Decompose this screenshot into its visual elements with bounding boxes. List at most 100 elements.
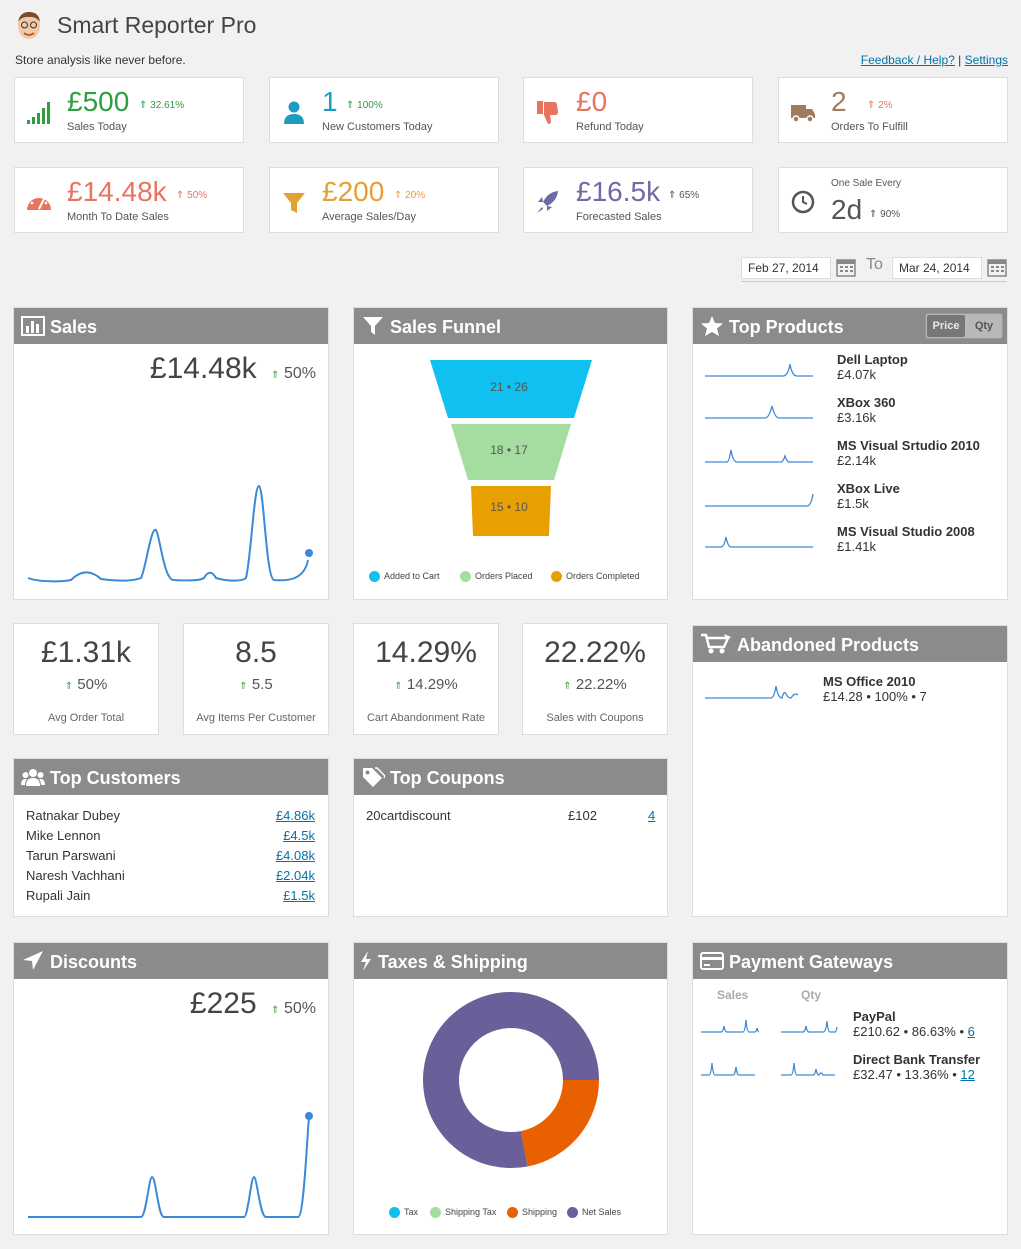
filter-icon [283, 193, 305, 213]
cart-icon [701, 633, 731, 654]
kpi-label: New Customers Today [322, 121, 433, 133]
abandoned-detail: £14.28 • 100% • 7 [823, 689, 927, 704]
gateway-item: Direct Bank Transfer £32.47 • 13.36% • 1… [853, 1052, 980, 1082]
credit-card-icon [700, 952, 724, 970]
funnel-chart [430, 360, 592, 536]
coupon-count-link[interactable]: 4 [648, 808, 656, 823]
customer-value-link[interactable]: £2.04k [275, 868, 315, 883]
toggle-price-button[interactable]: Price [927, 315, 965, 337]
funnel-legend-item: Added to Cart [369, 571, 440, 583]
filter-icon [363, 317, 383, 335]
settings-link[interactable]: Settings [964, 53, 1008, 67]
kpi-change: ⇑ 90% [869, 209, 901, 220]
product-value: £2.14k [837, 453, 877, 468]
price-qty-toggle: Price Qty [925, 313, 1003, 339]
panel-title: Sales Funnel [390, 317, 502, 337]
kpi-value: £14.48k [67, 176, 167, 207]
stat-avg-order-total: £1.31k ⇑ 50% Avg Order Total [13, 623, 159, 735]
customer-name: Naresh Vachhani [26, 868, 125, 883]
kpi-change: ⇑ 2% [867, 100, 893, 111]
kpi-label: Forecasted Sales [576, 211, 662, 223]
customer-value-link[interactable]: £4.86k [275, 808, 315, 823]
bolt-icon [361, 951, 371, 971]
panel-title: Abandoned Products [737, 635, 920, 655]
date-divider [741, 281, 1007, 282]
product-value: £1.5k [837, 496, 869, 511]
stat-change: ⇑ 22.22% [563, 676, 627, 693]
stat-change: ⇑ 5.5 [239, 676, 273, 693]
kpi-label: Sales Today [67, 121, 127, 133]
customer-value-link[interactable]: £4.08k [275, 848, 315, 863]
sales-panel: Sales £14.48k ⇑ 50% [13, 307, 329, 600]
kpi-sale-frequency: One Sale Every 2d ⇑ 90% [778, 167, 1008, 233]
kpi-month-to-date: £14.48k ⇑ 50% Month To Date Sales [14, 167, 244, 233]
customer-name: Rupali Jain [26, 888, 91, 903]
link-separator: | [958, 53, 962, 67]
truck-icon [791, 105, 815, 123]
sales-line-chart [27, 484, 313, 583]
product-name: MS Visual Srtudio 2010 [837, 438, 980, 453]
discounts-change: ⇑ 50% [271, 1000, 316, 1017]
panel-header: Sales Funnel [354, 308, 667, 344]
sales-funnel-panel: Sales Funnel 21 • 26 18 • 17 15 • 10 Add… [353, 307, 668, 600]
date-from-input[interactable]: Feb 27, 2014 [741, 257, 831, 279]
panel-title: Discounts [50, 952, 138, 972]
sales-value: £14.48k [149, 352, 257, 385]
customer-value-link[interactable]: £4.5k [283, 828, 315, 843]
gateway-count-link[interactable]: 12 [960, 1067, 975, 1082]
calendar-icon[interactable] [987, 257, 1007, 277]
kpi-change: ⇑ 32.61% [139, 100, 185, 111]
kpi-value: £500 [67, 86, 130, 117]
product-sparklines [705, 363, 814, 548]
coupon-code: 20cartdiscount [366, 808, 451, 823]
product-item: Dell Laptop £4.07k [837, 352, 908, 382]
kpi-label: Refund Today [576, 121, 644, 133]
kpi-change: ⇑ 20% [394, 190, 426, 201]
discounts-total: £225 ⇑ 50% [190, 987, 316, 1021]
top-products-panel: Top Products Price Qty Dell Laptop £4.07k… [692, 307, 1008, 600]
panel-title: Top Customers [50, 768, 181, 788]
taxes-legend-item: Tax [389, 1207, 418, 1219]
discounts-chart-endpoint [305, 1112, 313, 1120]
product-value: £1.41k [837, 539, 877, 554]
kpi-value: £200 [322, 176, 385, 207]
kpi-change: ⇑ 50% [176, 190, 208, 201]
feedback-link[interactable]: Feedback / Help? [860, 53, 955, 67]
stat-value: 22.22% [544, 636, 646, 669]
funnel-stage-label: 18 • 17 [490, 443, 528, 457]
payment-col-qty: Qty [801, 988, 822, 1002]
payment-gateways-panel: Payment Gateways Sales Qty PayPal £210.6… [692, 942, 1008, 1235]
users-icon [21, 769, 45, 786]
product-name: XBox Live [837, 481, 900, 496]
kpi-value: 2d [831, 194, 863, 225]
avatar [18, 12, 40, 39]
toggle-qty-button[interactable]: Qty [974, 320, 994, 332]
customer-value-link[interactable]: £1.5k [283, 888, 315, 903]
funnel-stage-cart [430, 360, 592, 418]
header-links: Feedback / Help? | Settings [861, 53, 1008, 67]
kpi-value: 2 [831, 86, 847, 117]
star-icon [701, 316, 723, 336]
stat-change: ⇑ 50% [64, 676, 108, 693]
gateway-count-link[interactable]: 6 [967, 1024, 975, 1039]
donut-slice-shipping [520, 1080, 599, 1167]
kpi-new-customers: 1 ⇑ 100% New Customers Today [269, 77, 499, 143]
product-item: XBox Live £1.5k [837, 481, 900, 511]
date-to-input[interactable]: Mar 24, 2014 [892, 257, 982, 279]
calendar-icon[interactable] [836, 257, 856, 277]
taxes-shipping-panel: Taxes & Shipping Tax Shipping Tax Shippi… [353, 942, 668, 1235]
funnel-legend-item: Orders Placed [460, 571, 533, 583]
kpi-average-sales: £200 ⇑ 20% Average Sales/Day [269, 167, 499, 233]
abandoned-name: MS Office 2010 [823, 674, 916, 689]
discounts-line-chart [28, 1112, 313, 1218]
stat-value: £1.31k [40, 636, 132, 669]
taxes-legend-item: Shipping [507, 1207, 557, 1219]
signal-bars-icon [27, 102, 50, 124]
product-item: XBox 360 £3.16k [837, 395, 896, 425]
panel-header: Sales [14, 308, 328, 344]
taxes-legend-item: Shipping Tax [430, 1207, 496, 1219]
funnel-stage-label: 21 • 26 [490, 380, 528, 394]
stat-value: 8.5 [235, 636, 277, 669]
stat-label: Sales with Coupons [546, 712, 644, 724]
gateway-item: PayPal £210.62 • 86.63% • 6 [853, 1009, 975, 1039]
